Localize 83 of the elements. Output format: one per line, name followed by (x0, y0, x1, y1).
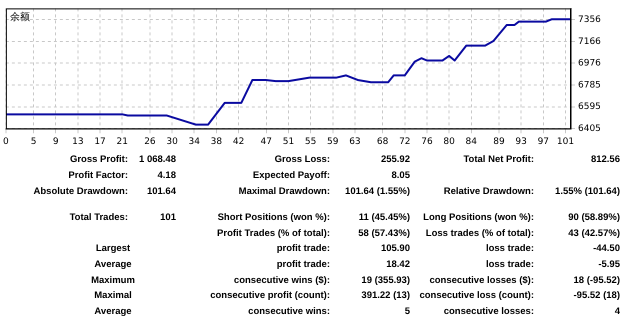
x-tick-label: 26 (144, 136, 156, 147)
text: Maximal (93, 290, 133, 302)
text: -44.50 (593, 243, 620, 255)
text: 19 (355.93) (361, 275, 410, 287)
text: 4 (614, 306, 620, 318)
text: profit trade: (276, 243, 330, 255)
text: Average (93, 259, 133, 271)
text: 255.92 (380, 154, 410, 166)
text: consecutive losses: (444, 306, 534, 318)
x-tick-label: 93 (515, 136, 527, 147)
x-tick-label: 101 (556, 136, 574, 147)
x-tick-label: 63 (349, 136, 361, 147)
text: Profit Trades (% of total): (217, 228, 330, 240)
y-tick-label: 7356 (578, 15, 602, 26)
text: Short Positions (won %): (218, 212, 330, 224)
text: 43 (42.57%) (568, 228, 620, 240)
x-tick-label: 0 (2, 136, 9, 147)
text: Loss trades (% of total): (426, 228, 534, 240)
text: 5 (404, 306, 410, 318)
text: 4.18 (158, 170, 176, 182)
text: 105.90 (380, 243, 410, 255)
text: Average (93, 306, 133, 318)
x-tick-label: 38 (210, 136, 222, 147)
text: Largest (94, 243, 132, 255)
y-tick-label: 6785 (578, 80, 601, 90)
text: 90 (58.89%) (568, 212, 620, 224)
x-tick-label: 76 (421, 136, 433, 147)
text: profit trade: (276, 259, 330, 271)
text: consecutive loss (count): (419, 290, 534, 302)
text: Maximal Drawdown: (238, 186, 330, 198)
text: 101.64 (146, 186, 176, 198)
text: consecutive wins: (248, 306, 330, 318)
text: 18.42 (386, 259, 410, 271)
x-tick-label: 21 (116, 136, 128, 147)
text: 101.64 (1.55%) (345, 186, 410, 198)
x-tick-label: 80 (443, 136, 456, 147)
text: Gross Loss: (274, 154, 330, 166)
text: 8.05 (392, 170, 410, 182)
text: 812.56 (590, 154, 620, 166)
text: Relative Drawdown: (444, 186, 534, 198)
x-tick-label: 17 (94, 136, 106, 147)
x-tick-label: 72 (399, 136, 411, 147)
y-tick-label: 7166 (578, 36, 602, 47)
text: 1.55% (101.64) (555, 186, 620, 198)
text: Expected Payoff: (252, 170, 330, 182)
text: consecutive profit (count): (210, 290, 330, 302)
text: 1 068.48 (139, 154, 176, 166)
x-tick-label: 47 (260, 136, 272, 147)
x-tick-label: 13 (72, 136, 84, 147)
x-tick-label: 5 (30, 136, 36, 147)
text: Long Positions (won %): (423, 212, 534, 224)
text: Total Net Profit: (463, 154, 534, 166)
x-tick-label: 51 (282, 136, 294, 147)
x-tick-label: 55 (304, 136, 316, 147)
x-tick-label: 89 (493, 136, 505, 147)
y-tick-label: 6595 (578, 102, 601, 112)
text: 101 (160, 212, 176, 224)
text: -95.52 (18) (574, 290, 620, 302)
text: 18 (-95.52) (574, 275, 620, 287)
text: Profit Factor: (68, 170, 128, 182)
text: consecutive wins ($): (234, 275, 330, 287)
x-tick-label: 97 (538, 136, 550, 147)
y-tick-label: 6405 (578, 124, 601, 134)
text: 391.22 (13) (361, 290, 410, 302)
text: 58 (57.43%) (358, 228, 410, 240)
text: loss trade: (486, 259, 534, 271)
y-axis-title: 余额 (10, 10, 30, 23)
text: 11 (45.45%) (358, 212, 410, 224)
text: Total Trades: (70, 212, 128, 224)
x-tick-label: 30 (166, 136, 178, 147)
x-tick-label: 9 (52, 136, 59, 147)
text: -5.95 (598, 259, 620, 271)
text: Absolute Drawdown: (34, 186, 128, 198)
x-tick-label: 68 (376, 136, 389, 147)
x-tick-label: 59 (327, 136, 339, 147)
text: Maximum (90, 275, 136, 287)
x-tick-label: 42 (232, 136, 244, 147)
y-tick-label: 6976 (578, 58, 602, 69)
x-tick-label: 34 (188, 136, 200, 147)
text: loss trade: (486, 243, 534, 255)
text: Gross Profit: (70, 154, 128, 166)
text: consecutive losses ($): (429, 275, 534, 287)
x-tick-label: 84 (466, 136, 478, 147)
